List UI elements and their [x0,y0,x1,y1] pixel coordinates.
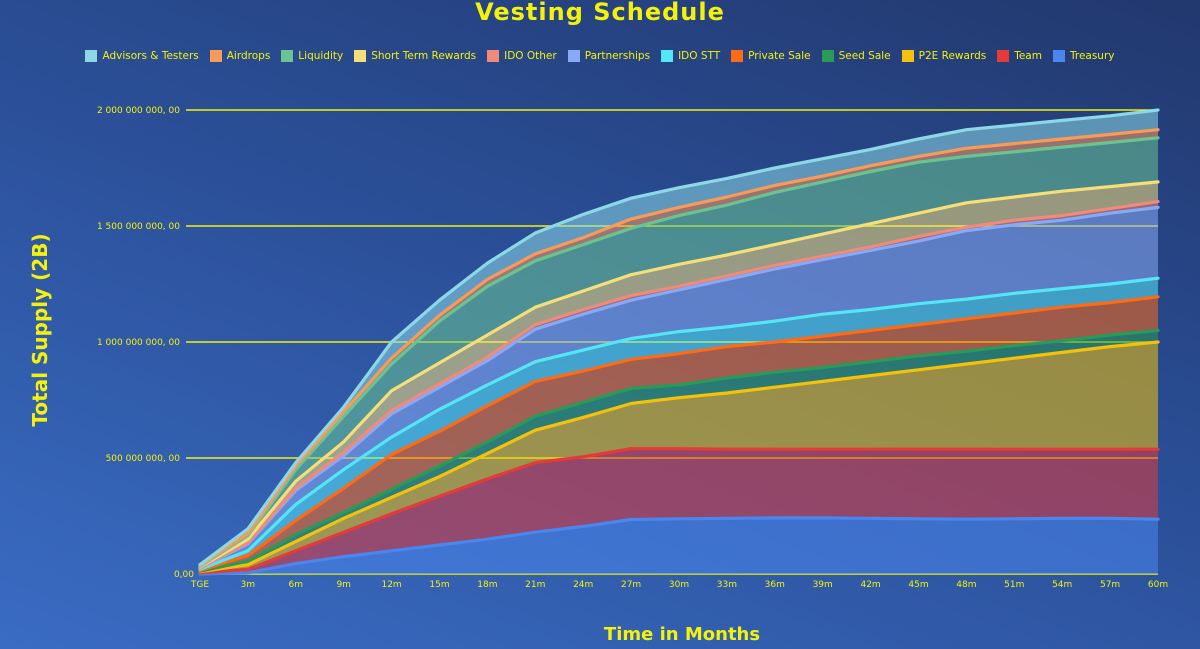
x-tick-label: 51m [1004,580,1024,590]
y-tick-label: 1 000 000 000, 00 [97,338,180,348]
area-ido-stt [200,278,1158,571]
x-tick-label: 57m [1100,580,1120,590]
legend-item: Partnerships [567,50,651,62]
legend-item: Airdrops [209,50,271,62]
area-p2e-rewards [200,342,1158,573]
y-tick-label: 0,00 [174,570,194,580]
y-tick-label: 1 500 000 000, 00 [97,222,180,232]
area-liquidity [200,137,1158,568]
area-team [200,448,1158,574]
x-tick-label: 60m [1148,580,1168,590]
y-tick-label: 2 000 000 000, 00 [97,106,180,116]
y-tick-label: 500 000 000, 00 [106,454,181,464]
legend-swatch [901,50,914,62]
legend-label: Advisors & Testers [102,50,199,62]
legend-item: Seed Sale [821,50,891,62]
line-advisors-testers [198,108,1160,567]
legend-item: IDO STT [661,50,720,62]
x-tick-label: 42m [860,580,880,590]
legend-swatch [997,50,1010,62]
legend-label: Private Sale [748,50,811,62]
legend-label: IDO Other [504,50,557,62]
legend-label: IDO STT [678,50,721,62]
legend-label: Liquidity [298,50,344,62]
x-tick-label: 15m [429,580,449,590]
legend-item: Liquidity [281,50,343,62]
legend: Advisors & Testers Airdrops Liquidity Short… [0,50,1200,62]
x-tick-label: 39m [813,580,833,590]
x-tick-label: 36m [765,580,785,590]
chart-title: Vesting Schedule [475,0,725,26]
line-partnerships [198,205,1160,570]
line-private-sale [198,295,1160,573]
x-tick-label: 12m [381,580,401,590]
x-tick-label: 45m [908,580,928,590]
legend-item: Private Sale [731,50,811,62]
legend-swatch [731,50,744,62]
line-p2e-rewards [198,340,1160,574]
line-short-term-rewards [198,180,1160,569]
x-tick-label: 21m [525,580,545,590]
legend-swatch [1052,50,1065,62]
legend-label: Team [1014,50,1042,62]
legend-item: P2E Rewards [901,50,987,62]
line-ido-other [198,200,1160,570]
legend-swatch [661,50,674,62]
legend-label: Treasury [1069,50,1115,62]
x-tick-label: 3m [241,580,256,590]
legend-swatch [354,50,367,62]
legend-item: Team [997,50,1042,62]
x-tick-label: 30m [669,580,689,590]
legend-label: Partnerships [584,50,651,62]
x-tick-label: 33m [717,580,737,590]
legend-label: P2E Rewards [918,50,987,62]
line-treasury [198,516,1160,576]
x-tick-label: 54m [1052,580,1072,590]
x-tick-label: 9m [336,580,351,590]
legend-swatch [487,50,500,62]
area-partnerships [200,207,1158,570]
x-axis-label: Time in Months [603,624,761,645]
line-ido-stt [198,276,1160,572]
legend-item: Short Term Rewards [354,50,476,62]
line-liquidity [198,136,1160,568]
legend-label: Short Term Rewards [371,50,477,62]
x-tick-label: TGE [190,580,209,590]
legend-swatch [281,50,294,62]
legend-label: Seed Sale [838,50,891,62]
area-advisors-testers [200,110,1158,566]
x-tick-label: 48m [956,580,976,590]
line-airdrops [198,128,1160,568]
legend-swatch [85,50,98,62]
x-tick-label: 18m [477,580,497,590]
legend-item: Treasury [1052,50,1115,62]
legend-item: Advisors & Testers [85,50,199,62]
line-team [198,447,1160,575]
line-seed-sale [198,328,1160,573]
legend-label: Airdrops [226,50,271,62]
area-private-sale [200,296,1158,572]
legend-swatch [567,50,580,62]
legend-swatch [821,50,834,62]
area-treasury [200,517,1158,574]
x-tick-label: 24m [573,580,593,590]
x-tick-label: 6m [289,580,304,590]
x-tick-label: 27m [621,580,641,590]
legend-item: IDO Other [487,50,557,62]
legend-swatch [209,50,222,62]
